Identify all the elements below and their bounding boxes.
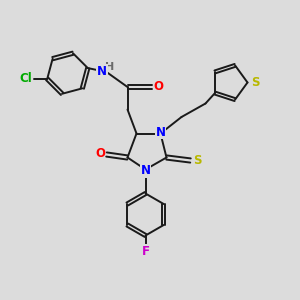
Text: O: O: [153, 80, 163, 94]
Text: F: F: [142, 244, 149, 258]
Text: S: S: [193, 154, 201, 167]
Text: N: N: [155, 126, 166, 139]
Text: S: S: [251, 76, 259, 89]
Text: O: O: [95, 146, 105, 160]
Text: Cl: Cl: [20, 72, 33, 86]
Text: N: N: [97, 65, 107, 78]
Text: H: H: [105, 61, 114, 72]
Text: N: N: [140, 164, 151, 177]
